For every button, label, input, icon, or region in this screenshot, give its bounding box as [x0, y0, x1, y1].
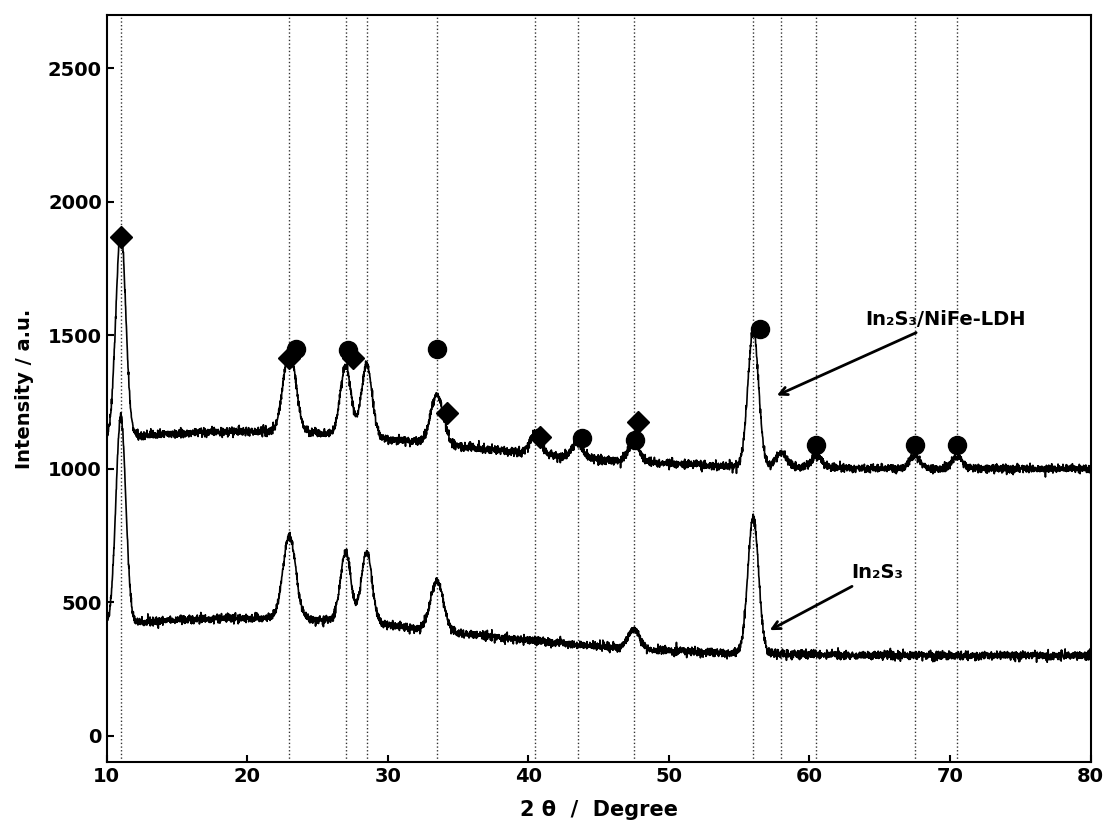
Text: In₂S₃: In₂S₃ [772, 564, 903, 629]
X-axis label: 2 θ  /  Degree: 2 θ / Degree [519, 800, 678, 820]
Text: In₂S₃/NiFe-LDH: In₂S₃/NiFe-LDH [780, 310, 1026, 395]
Y-axis label: Intensity / a.u.: Intensity / a.u. [15, 308, 34, 468]
